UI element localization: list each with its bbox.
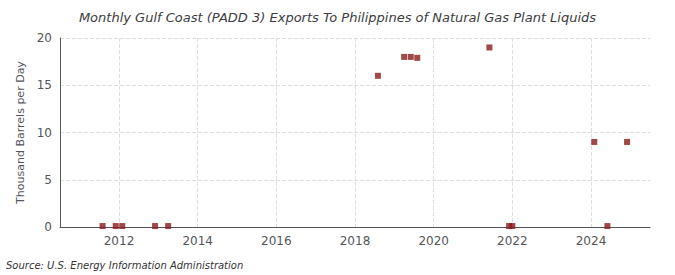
svg-text:2018: 2018	[340, 234, 371, 248]
svg-text:2020: 2020	[418, 234, 449, 248]
svg-text:2014: 2014	[182, 234, 213, 248]
svg-text:0: 0	[44, 220, 52, 234]
svg-text:5: 5	[44, 173, 52, 187]
svg-text:Source: U.S. Energy Informatio: Source: U.S. Energy Information Administ…	[6, 260, 243, 271]
svg-text:2024: 2024	[576, 234, 607, 248]
svg-text:2022: 2022	[497, 234, 528, 248]
svg-text:15: 15	[37, 78, 52, 92]
svg-text:2012: 2012	[104, 234, 135, 248]
svg-text:Thousand Barrels per Day: Thousand Barrels per Day	[14, 61, 27, 205]
svg-text:Monthly Gulf Coast (PADD 3) Ex: Monthly Gulf Coast (PADD 3) Exports To P…	[79, 10, 596, 25]
svg-text:2016: 2016	[261, 234, 292, 248]
svg-text:20: 20	[37, 31, 52, 45]
svg-text:10: 10	[37, 126, 52, 140]
